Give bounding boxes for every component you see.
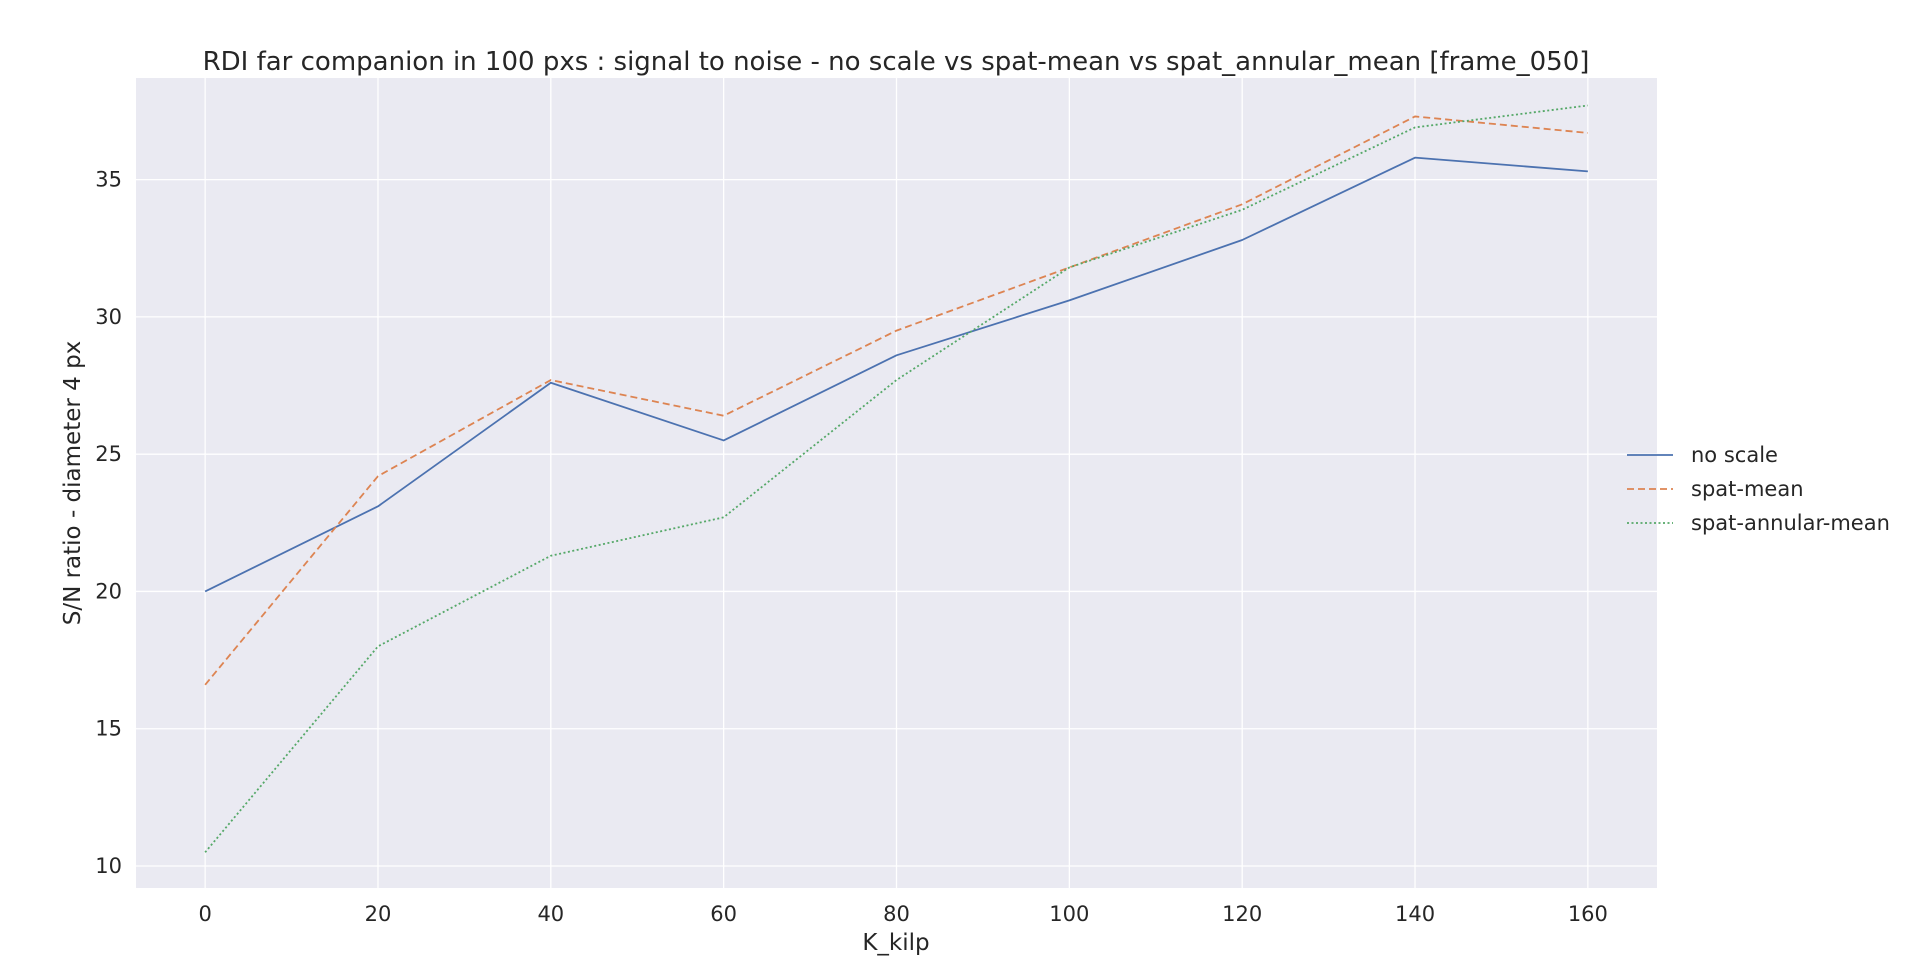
chart-title: RDI far companion in 100 pxs : signal to…: [203, 47, 1590, 77]
x-axis-label: K_kilp: [862, 930, 929, 956]
y-tick-label: 30: [95, 305, 122, 329]
x-tick-label: 60: [710, 902, 737, 926]
y-tick-label: 20: [95, 579, 122, 603]
x-tick-label: 120: [1222, 902, 1262, 926]
x-tick-label: 40: [537, 902, 564, 926]
x-tick-label: 100: [1049, 902, 1089, 926]
y-tick-label: 15: [95, 717, 122, 741]
legend-label: spat-annular-mean: [1691, 511, 1890, 535]
x-tick-label: 80: [883, 902, 910, 926]
y-tick-label: 25: [95, 442, 122, 466]
x-tick-label: 20: [365, 902, 392, 926]
y-tick-label: 35: [95, 168, 122, 192]
legend-label: spat-mean: [1691, 477, 1804, 501]
x-tick-label: 140: [1395, 902, 1435, 926]
legend-label: no scale: [1691, 443, 1778, 467]
x-tick-label: 0: [198, 902, 211, 926]
y-axis-label: S/N ratio - diameter 4 px: [60, 341, 86, 626]
x-tick-label: 160: [1568, 902, 1608, 926]
y-tick-label: 10: [95, 854, 122, 878]
